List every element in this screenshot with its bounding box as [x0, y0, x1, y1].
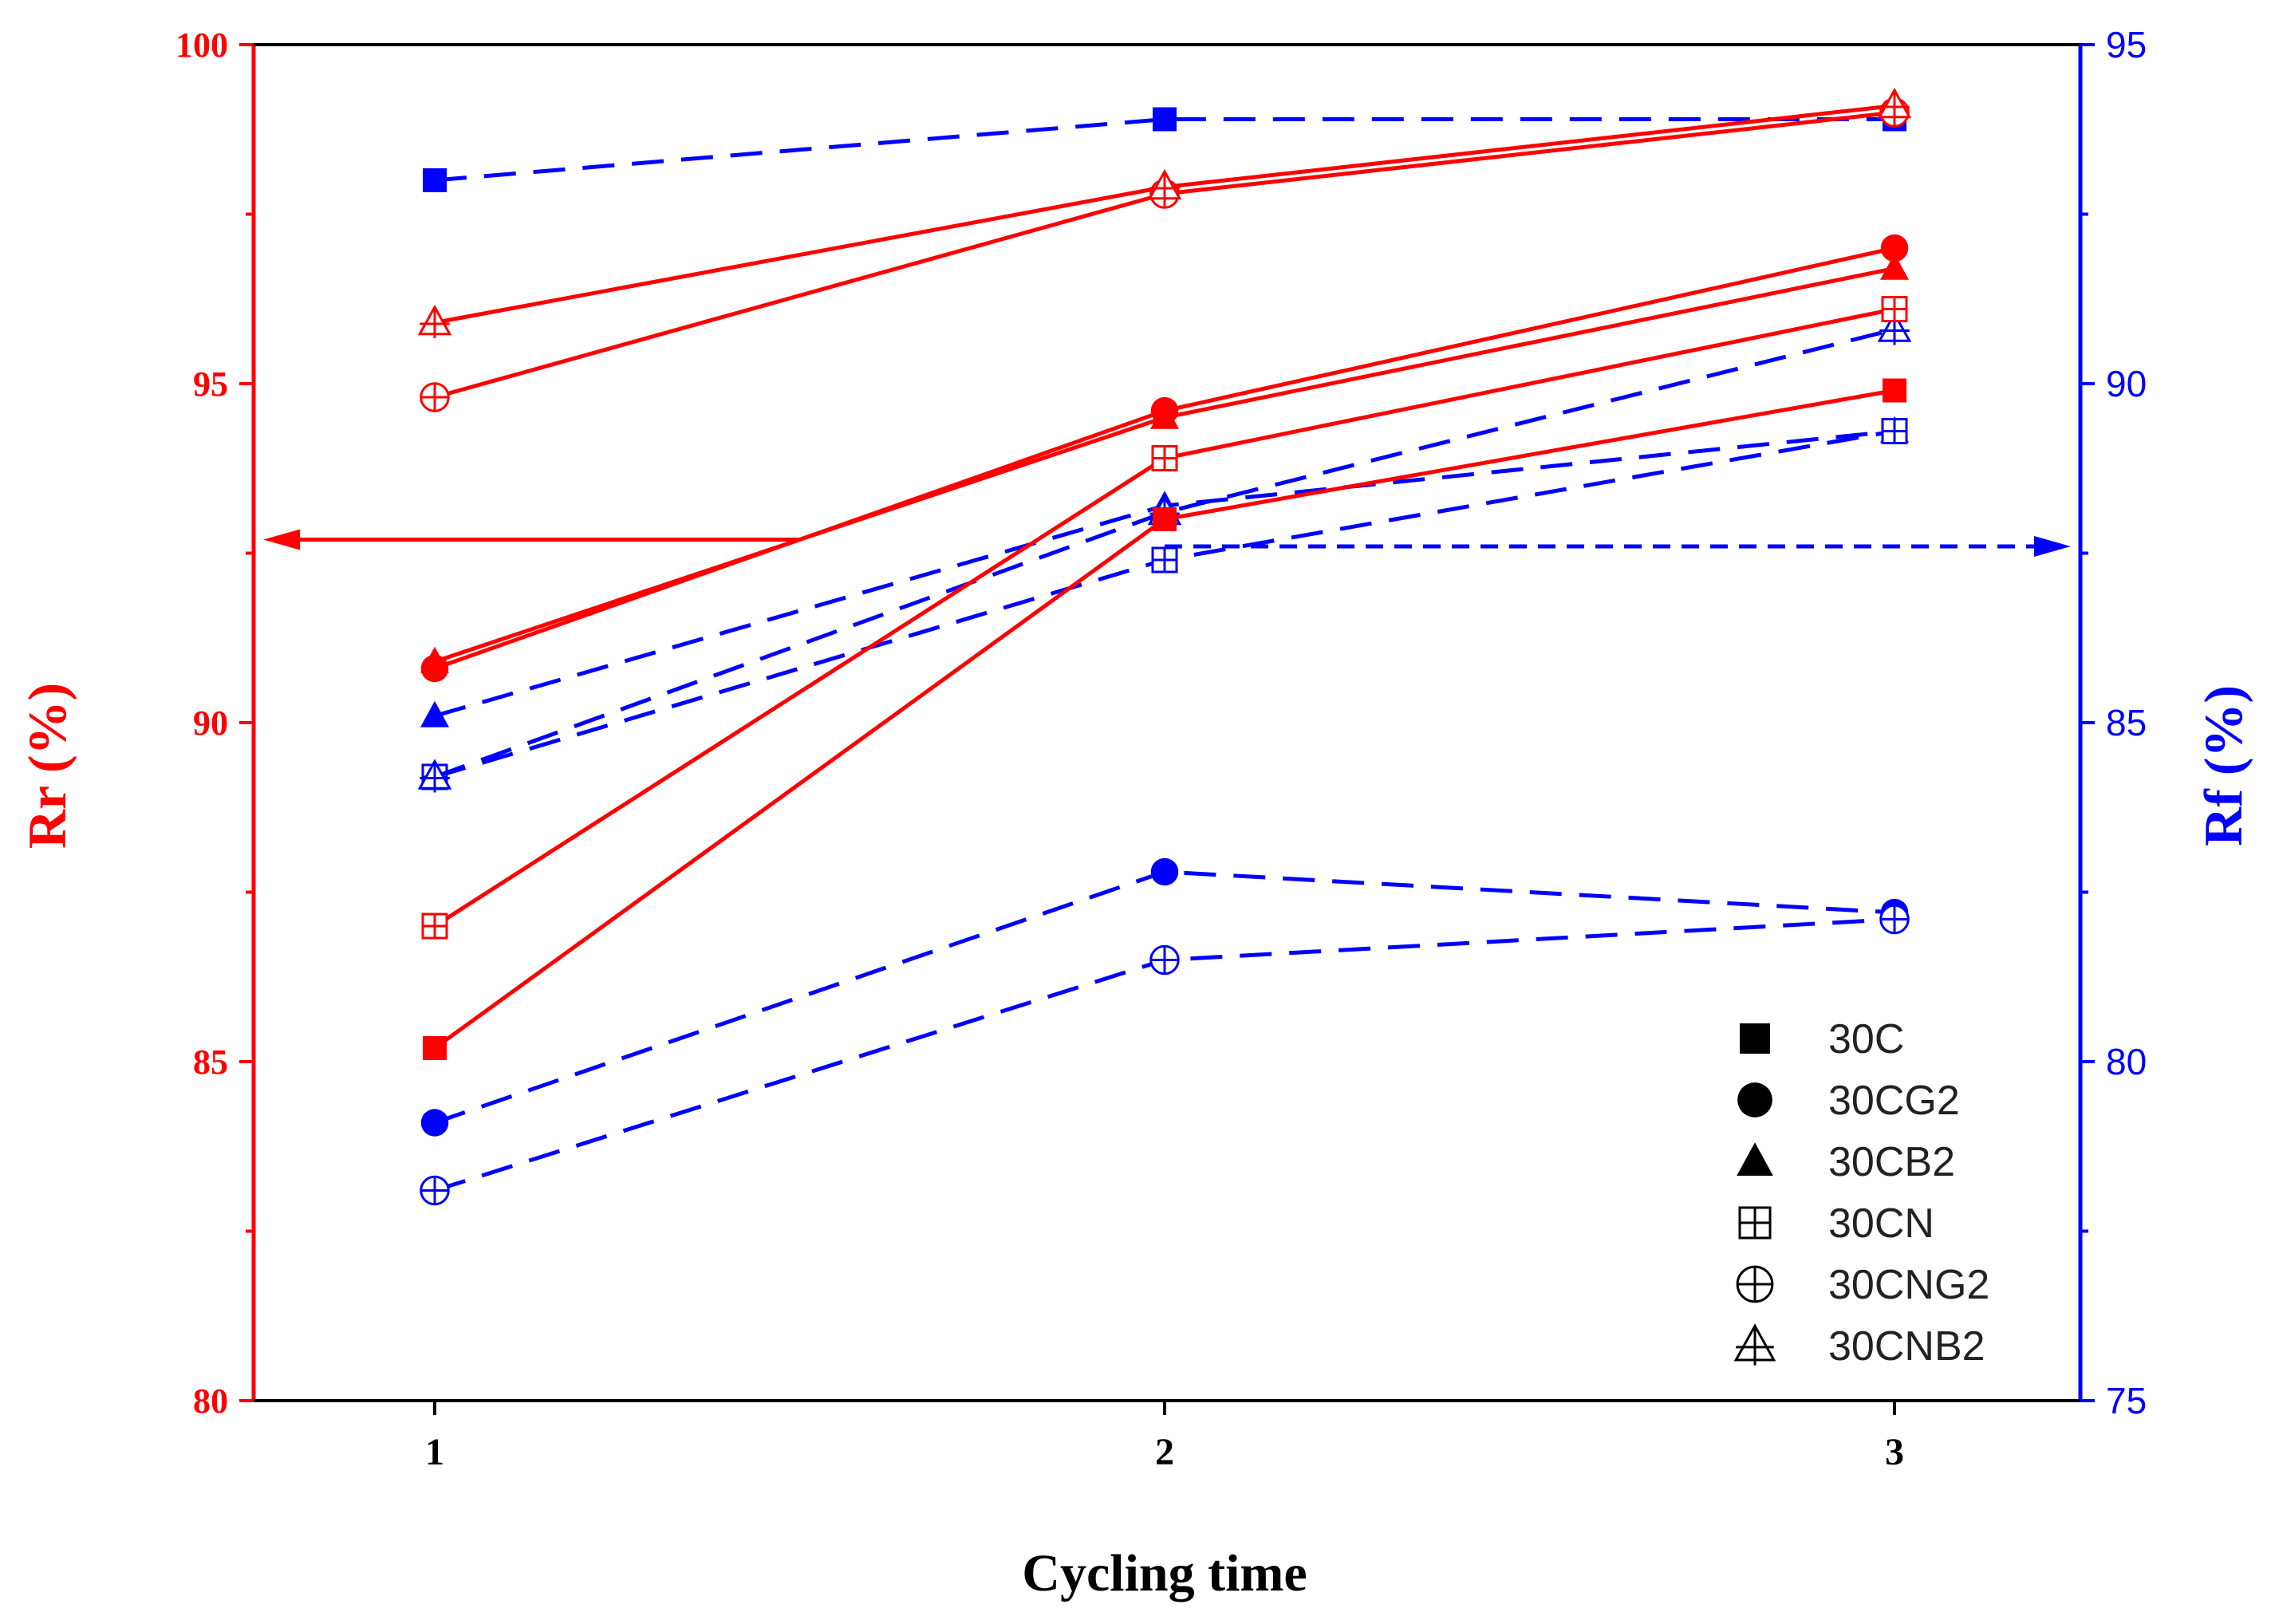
arrow-head	[2034, 536, 2071, 557]
axes-layer	[251, 43, 2083, 1402]
point-rr-30cb2-x1	[420, 646, 449, 673]
legend-marker-square-cross	[1738, 1206, 1772, 1240]
point-rr-30c-x1	[423, 1036, 447, 1060]
series-rr-30cb2	[420, 253, 1909, 673]
x-axis-title: Cycling time	[1022, 1544, 1307, 1602]
y-left-tick-label: 90	[193, 704, 228, 743]
point-rr-30cg2-x3	[1880, 234, 1909, 262]
legend-item-30cg2: 30CG2	[1737, 1078, 1960, 1124]
legend-marker-square	[1740, 1023, 1770, 1054]
legend-item-30cng2: 30CNG2	[1736, 1262, 1989, 1308]
point-rr-30cnb2-x2	[1147, 168, 1182, 203]
ticks-layer: 80 85 90 95 100 75 80 85 90 95 1 2 3	[175, 24, 2147, 1473]
legend-item-30cn: 30CN	[1738, 1200, 1934, 1247]
legend-marker-triangle-cross	[1733, 1323, 1776, 1366]
point-rf-30cg2-x2	[1150, 857, 1179, 886]
y-right-tick-label: 95	[2106, 24, 2147, 65]
point-rr-30cn-x3	[1881, 296, 1908, 322]
legend-marker-triangle	[1737, 1142, 1773, 1177]
y-left-tick-label: 95	[193, 365, 228, 404]
x-tick-label: 1	[425, 1431, 444, 1473]
arrow-right-axis	[1165, 536, 2071, 557]
line-rf-30cb2	[434, 429, 1895, 718]
y-axis-left-title: Rr (%)	[17, 683, 77, 849]
y-right-tick-label: 75	[2106, 1380, 2147, 1421]
point-rr-30c-x2	[1153, 507, 1177, 531]
arrow-left-axis	[263, 529, 800, 550]
y-right-tick-label: 85	[2106, 702, 2147, 743]
legend-marker-circle-cross	[1736, 1265, 1774, 1303]
y-axis-right-title: Rf (%)	[2193, 685, 2253, 846]
legend-label: 30C	[1828, 1016, 1904, 1062]
line-rf-30cn	[434, 429, 1895, 779]
arrow-layer	[263, 529, 2071, 557]
line-rf-30cg2	[434, 869, 1895, 1125]
series-rr-30cnb2	[417, 87, 1912, 338]
point-rr-30cn-x2	[1151, 445, 1178, 471]
point-rr-30cnb2-x3	[1877, 87, 1912, 121]
point-rr-30cng2-x1	[420, 382, 450, 412]
legend-label: 30CNB2	[1828, 1323, 1985, 1370]
legend-label: 30CB2	[1828, 1139, 1955, 1185]
point-rr-30cb2-x3	[1880, 253, 1909, 280]
point-rf-30cb2-x1	[420, 700, 449, 727]
y-left-tick-label: 85	[193, 1043, 228, 1082]
legend-label: 30CNG2	[1828, 1262, 1989, 1308]
legend-marker-circle	[1737, 1082, 1772, 1117]
arrow-head	[263, 529, 300, 550]
legend-item-30c: 30C	[1740, 1016, 1904, 1062]
series-rf-30cg2	[420, 857, 1909, 1137]
series-rf-30cn	[421, 418, 1908, 790]
y-left-tick-label: 100	[175, 26, 228, 65]
point-rr-30c-x3	[1883, 378, 1906, 403]
x-tick-label: 3	[1885, 1431, 1904, 1473]
point-rf-30cnb2-x1	[417, 759, 452, 793]
series-rr-30cng2	[420, 97, 1910, 412]
series-rr-30cn	[421, 296, 1908, 940]
point-rf-30cg2-x1	[420, 1109, 449, 1137]
point-rf-30cng2-x2	[1149, 944, 1180, 976]
series-rf-30cng2	[420, 904, 1910, 1206]
legend: 30C 30CG2 30CB2 30CN 30CNG2 30CNB2	[1733, 1016, 1989, 1370]
point-rr-30cn-x1	[421, 913, 448, 940]
y-left-tick-label: 80	[193, 1382, 228, 1421]
point-rf-30cn-x3	[1881, 418, 1908, 444]
point-rr-30cb2-x2	[1150, 402, 1179, 429]
point-rf-30c-x2	[1153, 107, 1177, 132]
legend-label: 30CG2	[1828, 1078, 1960, 1124]
series-rr-30c	[423, 378, 1906, 1060]
point-rr-30cnb2-x1	[417, 304, 452, 338]
x-tick-label: 2	[1155, 1431, 1174, 1473]
legend-label: 30CN	[1828, 1200, 1934, 1247]
y-right-tick-label: 80	[2106, 1041, 2147, 1082]
y-right-tick-label: 90	[2106, 363, 2147, 404]
legend-item-30cb2: 30CB2	[1737, 1139, 1955, 1185]
line-rf-30cnb2	[434, 327, 1895, 779]
point-rf-30c-x1	[423, 168, 447, 192]
point-rf-30cng2-x1	[420, 1175, 450, 1206]
legend-item-30cnb2: 30CNB2	[1733, 1323, 1985, 1370]
series-layer	[417, 87, 1912, 1206]
point-rf-30cn-x2	[1151, 546, 1178, 574]
point-rf-30cng2-x3	[1879, 904, 1910, 935]
